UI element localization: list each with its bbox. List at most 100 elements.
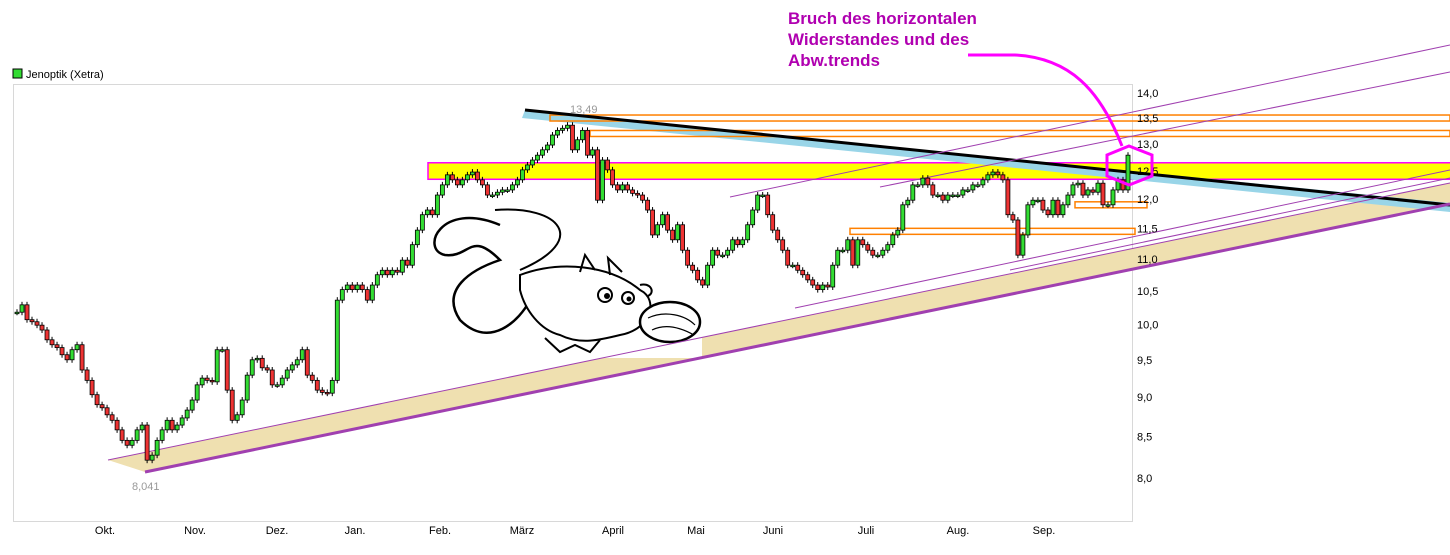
candle [149, 452, 155, 464]
candle-body [34, 321, 40, 326]
candle [114, 417, 120, 433]
candle-body [139, 424, 145, 431]
candle-body [409, 244, 415, 266]
candle-body [1105, 204, 1111, 207]
breakout-hexagon [1105, 144, 1154, 187]
candle [329, 377, 335, 397]
candle [995, 169, 1001, 178]
y-tick-label: 12,0 [1137, 194, 1158, 206]
candle-body [650, 209, 655, 236]
candle-body [319, 389, 325, 393]
candle-body [850, 239, 856, 266]
candle-body [309, 374, 315, 381]
channel-line [729, 44, 1450, 198]
candle [710, 247, 716, 269]
candle-body [109, 414, 115, 421]
candle [1035, 197, 1041, 204]
candle [419, 211, 425, 234]
candle [575, 136, 580, 153]
candle-body [995, 171, 1001, 176]
candle-body [1015, 219, 1021, 256]
candle-body [1045, 209, 1051, 216]
candle [510, 181, 515, 193]
candle [209, 377, 215, 385]
candle-body [715, 249, 721, 256]
candle-body [424, 209, 430, 216]
candle-body [279, 377, 285, 386]
candle-body [750, 209, 756, 226]
candle [79, 341, 85, 373]
candle-body [264, 367, 270, 371]
candle [820, 282, 826, 293]
candle-body [1100, 182, 1106, 206]
candle-body [835, 249, 841, 266]
candle [890, 231, 896, 248]
candle-body [394, 269, 400, 273]
candle-body [284, 369, 290, 379]
candle-body [304, 349, 310, 376]
candle [1010, 211, 1016, 224]
candle-body [429, 209, 435, 216]
candle-body [399, 259, 405, 273]
candle [309, 372, 315, 384]
candle-body [444, 174, 450, 186]
candle-body [174, 424, 180, 431]
candle [880, 247, 886, 259]
candle [480, 176, 485, 188]
candle-body [720, 254, 726, 258]
candle [299, 346, 305, 363]
candle [620, 181, 625, 193]
candle [985, 171, 991, 183]
candle [59, 344, 65, 358]
candle-body [605, 159, 610, 171]
candle-body [59, 347, 65, 356]
candle-body [550, 134, 555, 146]
candle [955, 192, 961, 199]
candle-body [870, 249, 876, 256]
candle-body [274, 384, 280, 387]
candle [49, 336, 55, 348]
candle-body [655, 224, 660, 236]
candle [394, 267, 400, 276]
candle-body [920, 177, 926, 186]
candle-body [745, 224, 751, 241]
candle-body [124, 439, 130, 446]
candle-body [555, 129, 560, 136]
y-tick-label: 11,5 [1137, 223, 1158, 235]
candle-body [460, 179, 465, 186]
candle-body [630, 189, 635, 194]
candle [354, 282, 360, 293]
candle [940, 192, 946, 204]
candle [930, 181, 936, 199]
candle-body [970, 184, 976, 191]
x-tick-label: Juni [763, 525, 783, 537]
candle-body [79, 344, 85, 371]
candle [635, 190, 640, 199]
candle-body [254, 357, 260, 361]
candle-body [204, 377, 210, 381]
candle-body [500, 189, 505, 193]
candle-body [119, 429, 125, 441]
candle [339, 286, 345, 304]
candle [680, 221, 685, 254]
candle-body [249, 359, 255, 376]
candle-body [800, 269, 806, 276]
candle-body [74, 344, 80, 351]
downtrend-line [524, 108, 1450, 207]
candle [505, 186, 510, 193]
candle [625, 181, 630, 193]
candle-body [329, 379, 335, 394]
candle [1075, 180, 1081, 188]
candle-body [1030, 199, 1036, 206]
candle-body [99, 404, 105, 409]
candle-body [525, 164, 530, 171]
candle [475, 169, 480, 183]
candle [274, 381, 280, 388]
candle-body [985, 174, 991, 181]
candle-body [1110, 189, 1116, 206]
candle [520, 166, 525, 183]
x-tick-label: März [510, 525, 534, 537]
candle [610, 166, 615, 188]
candle-body [324, 392, 330, 395]
candle [224, 346, 230, 394]
